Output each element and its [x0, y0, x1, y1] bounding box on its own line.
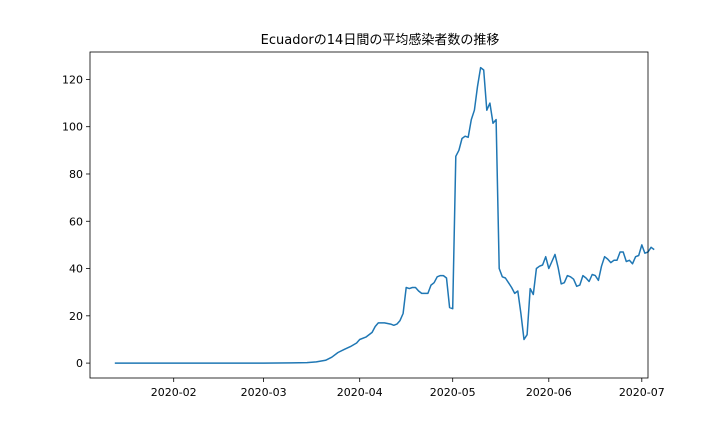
- x-tick-label: 2020-03: [241, 386, 287, 399]
- x-tick-label: 2020-02: [151, 386, 197, 399]
- y-tick-label: 100: [62, 121, 83, 134]
- plot-area: [114, 66, 655, 364]
- x-tick-label: 2020-07: [619, 386, 665, 399]
- y-tick-label: 60: [69, 215, 83, 228]
- y-axis: 0 20 40 60 80 100 120: [62, 73, 90, 370]
- y-tick-label: 120: [62, 73, 83, 86]
- x-axis: 2020-02 2020-03 2020-04 2020-05 2020-06 2020-…: [151, 378, 665, 399]
- y-tick-label: 80: [69, 168, 83, 181]
- x-tick-label: 2020-04: [337, 386, 383, 399]
- x-tick-label: 2020-06: [526, 386, 572, 399]
- axes-frame: [89, 51, 649, 379]
- chart-title: Ecuadorの14日間の平均感染者数の推移: [261, 32, 500, 48]
- y-tick-label: 40: [69, 263, 83, 276]
- series-line: [114, 66, 655, 364]
- x-tick-label: 2020-05: [430, 386, 476, 399]
- y-tick-label: 0: [76, 357, 83, 370]
- y-tick-label: 20: [69, 310, 83, 323]
